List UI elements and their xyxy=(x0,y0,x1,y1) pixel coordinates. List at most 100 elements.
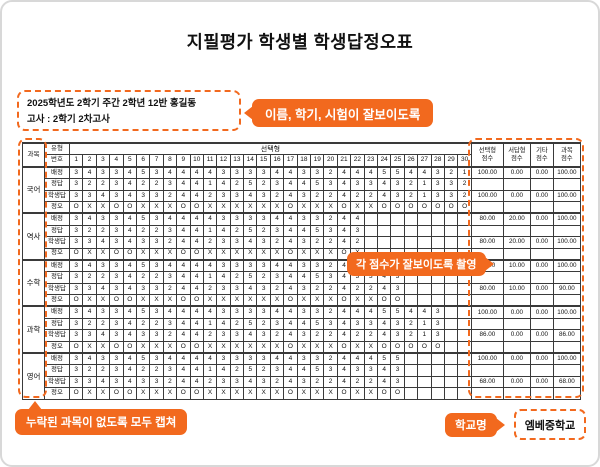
question-number-cell: 2 xyxy=(82,154,97,168)
answer-cell: X xyxy=(243,294,258,307)
answer-cell: O xyxy=(68,340,84,354)
answer-cell: 2 xyxy=(443,165,459,180)
answer-cell: 5 xyxy=(243,364,258,377)
answer-cell: 4 xyxy=(189,282,204,296)
answer-cell: 3 xyxy=(243,352,258,366)
answer-cell: 4 xyxy=(376,329,392,342)
answer-cell: 4 xyxy=(243,236,258,249)
answer-cell: 3 xyxy=(363,364,378,377)
answer-cell: X xyxy=(82,387,97,400)
answer-cell xyxy=(457,294,472,307)
answer-cell: O xyxy=(390,340,405,354)
answer-cell: 4 xyxy=(336,282,352,296)
answer-cell: X xyxy=(149,387,164,400)
score-cell: 100.00 xyxy=(552,305,581,319)
answer-cell: 2 xyxy=(457,178,472,191)
answer-cell: X xyxy=(269,340,285,354)
question-number-cell: 17 xyxy=(283,154,298,168)
answer-cell: 5 xyxy=(243,317,258,331)
answer-cell: 2 xyxy=(350,375,365,389)
answer-cell: 3 xyxy=(216,352,231,366)
answer-cell: 2 xyxy=(135,364,151,377)
answer-cell: X xyxy=(363,294,378,307)
answer-cell: 4 xyxy=(336,375,352,389)
question-number-cell: 20 xyxy=(323,154,338,168)
answer-cell xyxy=(390,212,405,226)
answer-cell: 2 xyxy=(310,189,325,202)
answer-cell: 4 xyxy=(176,271,191,284)
score-cell xyxy=(552,178,581,191)
data-row: 학생답 3 3 4 3 4 3 3 2 4 4 2 3 3 4 3 2 4 3 2 2 4 2 2 4 3 2 1 3 3 2 100.00 0… xyxy=(23,189,581,202)
answer-cell: 2 xyxy=(323,375,338,389)
answer-cell: 1 xyxy=(202,224,218,238)
answer-cell xyxy=(430,352,445,366)
answer-cell: 3 xyxy=(109,282,124,296)
answer-cell: 4 xyxy=(189,375,204,389)
answer-cell: 4 xyxy=(216,271,231,284)
score-cell: 100.00 xyxy=(470,189,504,202)
page-title: 지필평가 학생별 학생답정오표 xyxy=(186,32,414,52)
question-number-cell: 19 xyxy=(310,154,325,168)
answer-cell: X xyxy=(216,294,231,307)
answer-cell: X xyxy=(149,247,164,261)
answer-cell: 2 xyxy=(269,189,285,202)
question-number-cell: 27 xyxy=(417,154,432,168)
answer-cell: 4 xyxy=(122,317,137,331)
answer-cell: 3 xyxy=(109,375,124,389)
answer-cell xyxy=(457,364,472,377)
row-label-cell: 정답 xyxy=(44,271,70,284)
score-cell: 0.00 xyxy=(502,329,531,342)
answer-cell: 3 xyxy=(350,224,365,238)
question-number-cell: 29 xyxy=(443,154,459,168)
answer-cell: 4 xyxy=(189,189,204,202)
answer-cell: 3 xyxy=(109,352,124,366)
answer-cell: 2 xyxy=(95,224,111,238)
answer-cell: X xyxy=(135,387,151,400)
answer-cell: 3 xyxy=(296,305,312,319)
answer-cell: 2 xyxy=(82,224,97,238)
data-row: 정답 3 2 2 3 4 2 2 3 4 4 1 4 2 5 2 3 4 4 5 3 4 3 3 4 3 2 1 3 3 2 xyxy=(23,178,581,191)
answer-cell: 2 xyxy=(162,236,178,249)
question-number-cell: 22 xyxy=(350,154,365,168)
answer-cell: 2 xyxy=(162,375,178,389)
answer-cell: 4 xyxy=(122,282,137,296)
data-row: 학생답 3 3 4 3 4 3 3 2 4 4 2 3 3 4 3 2 4 3 2 2 4 2 2 4 3 68.00 0.00 0.0… xyxy=(23,375,581,389)
answer-cell: 3 xyxy=(68,364,84,377)
answer-cell: 3 xyxy=(323,271,338,284)
exam-info-line1: 2025학년도 2학기 주간 2학년 12반 홍길동 xyxy=(27,98,197,109)
answer-cell: 4 xyxy=(283,236,298,249)
answer-cell: 4 xyxy=(176,189,191,202)
answer-cell xyxy=(417,212,432,226)
answer-cell: X xyxy=(229,200,245,214)
answer-cell: 2 xyxy=(82,178,97,191)
answer-cell: 3 xyxy=(430,178,445,191)
answer-cell xyxy=(417,282,432,296)
answer-cell: 3 xyxy=(149,329,164,342)
answer-cell: X xyxy=(202,387,218,400)
answer-cell: 2 xyxy=(363,329,378,342)
answer-cell: 3 xyxy=(310,212,325,226)
answer-cell: O xyxy=(390,200,405,214)
answer-cell: X xyxy=(243,247,258,261)
data-row: 정오 O X X O O X X X O O X X X X X X O X X X O X X O O xyxy=(23,387,581,400)
answer-cell: 4 xyxy=(216,178,231,191)
answer-cell: X xyxy=(162,200,178,214)
answer-cell xyxy=(417,387,432,400)
answer-cell: 3 xyxy=(229,329,245,342)
answer-cell: 2 xyxy=(350,329,365,342)
score-cell xyxy=(502,317,531,331)
answer-cell: 3 xyxy=(243,305,258,319)
answer-cell: X xyxy=(95,294,111,307)
answer-cell: 4 xyxy=(202,165,218,180)
answer-cell: O xyxy=(336,200,352,214)
answer-cell: 4 xyxy=(122,258,137,273)
answer-cell xyxy=(457,212,472,226)
answer-cell: 5 xyxy=(376,352,392,366)
answer-cell: 2 xyxy=(256,364,271,377)
answer-cell: 4 xyxy=(243,282,258,296)
answer-cell: 3 xyxy=(256,236,271,249)
answer-cell xyxy=(430,294,445,307)
answer-cell: 3 xyxy=(296,282,312,296)
answer-cell: O xyxy=(68,247,84,261)
answer-cell: 3 xyxy=(310,165,325,180)
